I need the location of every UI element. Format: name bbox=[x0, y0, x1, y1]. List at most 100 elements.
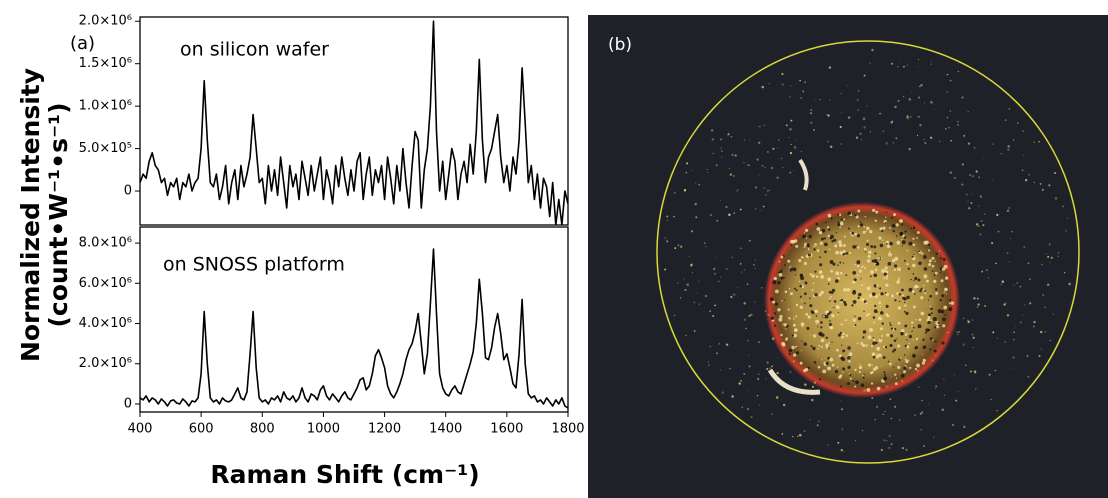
speckle bbox=[1048, 184, 1051, 187]
speckle bbox=[1023, 304, 1026, 306]
speckle bbox=[884, 411, 886, 413]
speckle bbox=[800, 322, 805, 327]
y-tick-label: 1.5×10⁶ bbox=[79, 56, 132, 71]
speckle bbox=[804, 292, 807, 296]
speckle bbox=[827, 213, 832, 218]
speckle bbox=[928, 404, 930, 405]
speckle bbox=[898, 277, 900, 279]
speckle bbox=[917, 278, 921, 282]
speckle bbox=[802, 90, 805, 93]
speckle bbox=[973, 297, 976, 300]
speckle bbox=[885, 313, 888, 316]
speckle bbox=[970, 201, 973, 205]
speckle bbox=[792, 360, 795, 363]
speckle bbox=[903, 65, 905, 68]
speckle bbox=[781, 83, 784, 86]
speckle bbox=[885, 283, 889, 287]
speckle bbox=[680, 245, 683, 248]
speckle bbox=[928, 263, 932, 267]
speckle bbox=[789, 267, 794, 271]
speckle bbox=[934, 260, 936, 263]
speckle bbox=[837, 442, 839, 444]
speckle bbox=[882, 386, 885, 389]
speckle bbox=[859, 221, 862, 223]
speckle bbox=[819, 241, 823, 245]
speckle bbox=[839, 251, 843, 255]
speckle bbox=[787, 308, 790, 311]
speckle bbox=[754, 301, 756, 303]
speckle bbox=[860, 298, 865, 302]
speckle bbox=[694, 202, 697, 206]
speckle bbox=[1022, 130, 1024, 132]
speckle bbox=[840, 400, 842, 402]
speckle bbox=[802, 234, 807, 239]
speckle bbox=[864, 215, 867, 218]
speckle bbox=[769, 297, 774, 302]
speckle bbox=[985, 269, 988, 272]
speckle bbox=[940, 310, 945, 314]
speckle bbox=[863, 389, 866, 392]
speckle bbox=[1006, 209, 1010, 212]
speckle bbox=[846, 355, 851, 360]
speckle bbox=[1033, 181, 1035, 183]
speckle bbox=[972, 194, 974, 196]
speckle bbox=[915, 337, 919, 341]
speckle bbox=[834, 244, 838, 248]
speckle bbox=[1032, 325, 1035, 328]
speckle bbox=[690, 230, 694, 233]
speckle bbox=[716, 219, 719, 222]
speckle bbox=[666, 240, 669, 243]
speckle bbox=[890, 121, 893, 124]
speckle bbox=[818, 230, 823, 235]
speckle bbox=[747, 339, 749, 342]
speckle bbox=[953, 374, 955, 376]
speckle bbox=[866, 105, 868, 107]
speckle bbox=[809, 334, 811, 336]
speckle bbox=[807, 247, 810, 249]
plot-frame bbox=[139, 16, 569, 226]
speckle bbox=[856, 264, 860, 268]
speckle bbox=[911, 255, 914, 258]
speckle bbox=[962, 343, 965, 346]
spectrum-line bbox=[140, 248, 568, 409]
speckle bbox=[847, 227, 850, 230]
speckle bbox=[970, 370, 972, 373]
speckle bbox=[698, 183, 701, 186]
x-tick-label: 1800 bbox=[551, 422, 584, 437]
speckle bbox=[917, 386, 920, 388]
speckle bbox=[981, 270, 984, 273]
panel-label: (b) bbox=[608, 35, 632, 55]
speckle bbox=[841, 357, 846, 362]
speckle bbox=[720, 369, 722, 371]
speckle bbox=[934, 326, 937, 329]
speckle bbox=[844, 302, 848, 307]
speckle bbox=[928, 249, 931, 252]
speckle bbox=[898, 300, 901, 303]
speckle bbox=[1023, 246, 1025, 248]
speckle bbox=[996, 410, 998, 412]
y-tick-label: 2.0×10⁶ bbox=[79, 356, 132, 371]
speckle bbox=[855, 380, 859, 385]
speckle bbox=[777, 281, 781, 285]
speckle bbox=[1053, 172, 1057, 175]
speckle bbox=[854, 214, 857, 217]
speckle bbox=[903, 370, 906, 374]
speckle bbox=[748, 239, 751, 242]
speckle bbox=[848, 251, 852, 255]
speckle bbox=[895, 137, 898, 140]
speckle bbox=[837, 313, 840, 316]
speckle bbox=[922, 345, 927, 349]
speckle bbox=[851, 304, 854, 307]
speckle bbox=[861, 430, 864, 432]
speckle bbox=[766, 367, 769, 371]
speckle bbox=[895, 258, 898, 261]
speckle bbox=[758, 174, 760, 176]
speckle bbox=[847, 211, 852, 216]
speckle bbox=[817, 347, 819, 350]
speckle bbox=[708, 364, 710, 366]
speckle bbox=[800, 349, 802, 351]
speckle bbox=[764, 310, 767, 312]
speckle bbox=[911, 289, 915, 293]
speckle bbox=[854, 263, 856, 266]
speckle bbox=[908, 241, 913, 246]
